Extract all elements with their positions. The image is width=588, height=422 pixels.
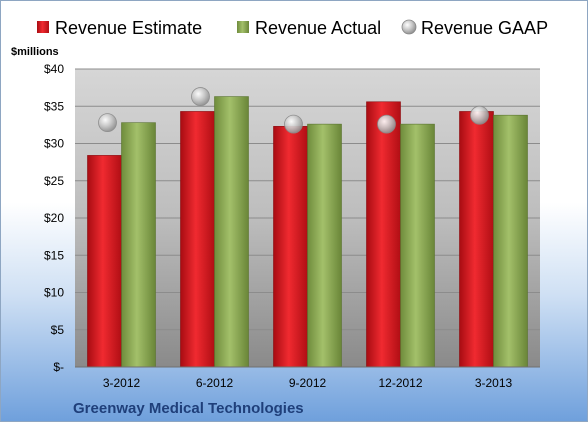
y-tick-label: $40 — [44, 62, 64, 76]
company-name: Greenway Medical Technologies — [73, 400, 304, 417]
legend-swatch-estimate — [37, 21, 49, 33]
y-tick-label: $20 — [44, 211, 64, 225]
marker-revenue-gaap — [377, 114, 396, 134]
y-tick-label: $25 — [44, 174, 64, 188]
bar-revenue-actual — [400, 123, 435, 368]
y-tick-label: $5 — [51, 323, 65, 337]
x-tick-label: 9-2012 — [289, 376, 327, 390]
legend-label-actual: Revenue Actual — [255, 18, 381, 38]
gaap-markers — [98, 87, 489, 134]
marker-revenue-gaap — [191, 87, 210, 106]
marker-revenue-gaap — [284, 114, 303, 134]
y-tick-label: $10 — [44, 286, 64, 300]
legend: Revenue Estimate Revenue Actual Revenue … — [37, 18, 548, 38]
y-tick-label: $30 — [44, 137, 64, 151]
legend-swatch-actual — [237, 21, 249, 33]
x-tick-label: 6-2012 — [196, 376, 234, 390]
x-tick-label: 12-2012 — [378, 376, 422, 390]
x-axis-ticks: 3-2012 6-2012 9-2012 12-2012 3-2013 — [103, 376, 513, 390]
bar-revenue-estimate — [273, 126, 308, 368]
marker-revenue-gaap — [98, 113, 117, 133]
y-tick-label: $35 — [44, 99, 64, 113]
marker-revenue-gaap — [470, 105, 489, 125]
legend-label-estimate: Revenue Estimate — [55, 18, 202, 38]
y-axis-ticks: $- $5 $10 $15 $20 $25 $30 $35 $40 — [44, 62, 64, 374]
bar-revenue-actual — [121, 122, 156, 368]
bar-revenue-actual — [307, 123, 342, 368]
legend-item-revenue-actual: Revenue Actual — [237, 18, 381, 38]
y-axis-unit-label: $millions — [11, 46, 59, 58]
bar-revenue-estimate — [87, 155, 122, 368]
legend-swatch-gaap — [401, 19, 417, 35]
legend-item-revenue-estimate: Revenue Estimate — [37, 18, 202, 38]
bars — [87, 96, 528, 368]
legend-label-gaap: Revenue GAAP — [421, 18, 548, 38]
bar-revenue-actual — [214, 96, 249, 368]
bar-revenue-estimate — [459, 111, 494, 368]
x-tick-label: 3-2013 — [475, 376, 513, 390]
y-tick-label: $15 — [44, 248, 64, 262]
bar-revenue-estimate — [366, 101, 401, 368]
legend-item-revenue-gaap: Revenue GAAP — [401, 18, 548, 38]
bar-revenue-estimate — [180, 111, 215, 368]
x-tick-label: 3-2012 — [103, 376, 141, 390]
bar-revenue-actual — [493, 114, 528, 368]
y-tick-label: $- — [53, 360, 64, 374]
